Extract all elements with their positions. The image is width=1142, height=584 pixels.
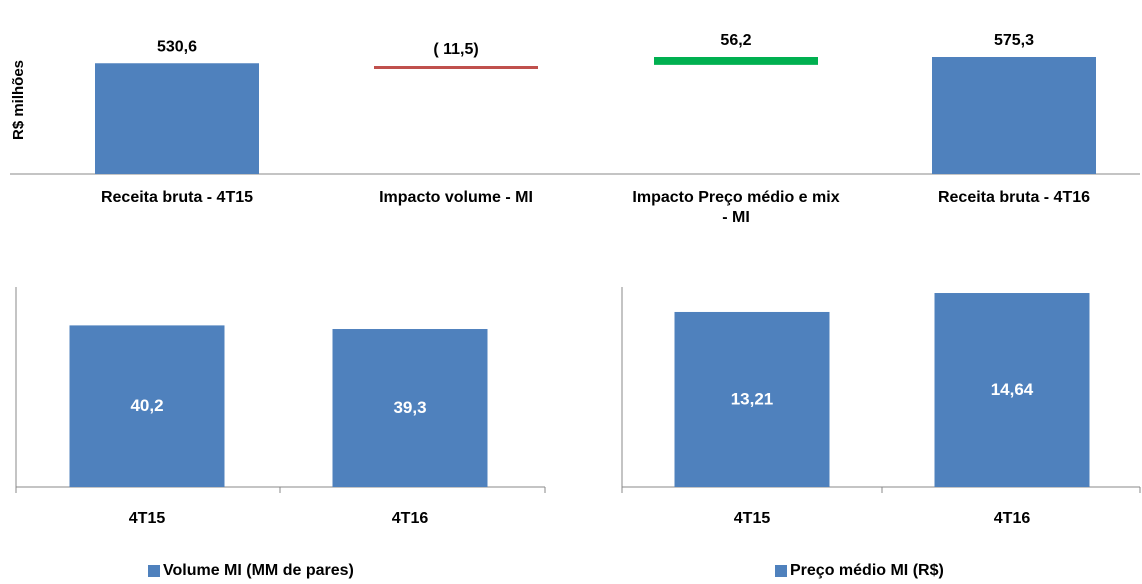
waterfall-bar (932, 57, 1096, 174)
price-legend: Preço médio MI (R$) (775, 561, 944, 581)
waterfall-category-label: Receita bruta - 4T15 (101, 189, 253, 206)
waterfall-category-label: Impacto Preço médio e mix (632, 189, 839, 206)
volume-data-label: 39,3 (393, 398, 426, 417)
waterfall-bar (95, 63, 259, 175)
waterfall-y-axis-label: R$ milhões (10, 60, 27, 140)
waterfall-increase-bar (654, 57, 818, 65)
volume-legend: Volume MI (MM de pares) (148, 561, 354, 581)
waterfall-data-label: ( 11,5) (433, 41, 478, 58)
volume-category-label: 4T15 (129, 510, 166, 527)
volume-legend-label: Volume MI (MM de pares) (163, 562, 354, 579)
price-data-label: 13,21 (731, 389, 774, 408)
price-bar (934, 293, 1090, 487)
price-data-label: 14,64 (991, 380, 1034, 399)
waterfall-data-label: 56,2 (720, 32, 751, 49)
waterfall-data-label: 530,6 (157, 38, 197, 55)
waterfall-category-label: - MI (722, 209, 750, 226)
volume-bar (69, 325, 225, 487)
legend-swatch (775, 565, 787, 577)
price-chart: 13,21 4T15 14,64 4T16 (621, 287, 1141, 527)
volume-chart: 40,2 4T15 39,3 4T16 (15, 287, 546, 527)
price-category-label: 4T16 (994, 510, 1031, 527)
volume-category-label: 4T16 (392, 510, 429, 527)
volume-data-label: 40,2 (130, 396, 163, 415)
waterfall-decrease-bar (374, 66, 538, 69)
legend-swatch (148, 565, 160, 577)
price-category-label: 4T15 (734, 510, 771, 527)
price-bar (674, 311, 830, 487)
waterfall-data-label: 575,3 (994, 32, 1034, 49)
waterfall-category-label: Receita bruta - 4T16 (938, 189, 1090, 206)
waterfall-chart: R$ milhões 530,6 Receita bruta - 4T15 ( 11… (10, 32, 1140, 226)
price-legend-label: Preço médio MI (R$) (790, 562, 944, 579)
volume-bar (332, 329, 488, 487)
waterfall-category-label: Impacto volume - MI (379, 189, 533, 206)
